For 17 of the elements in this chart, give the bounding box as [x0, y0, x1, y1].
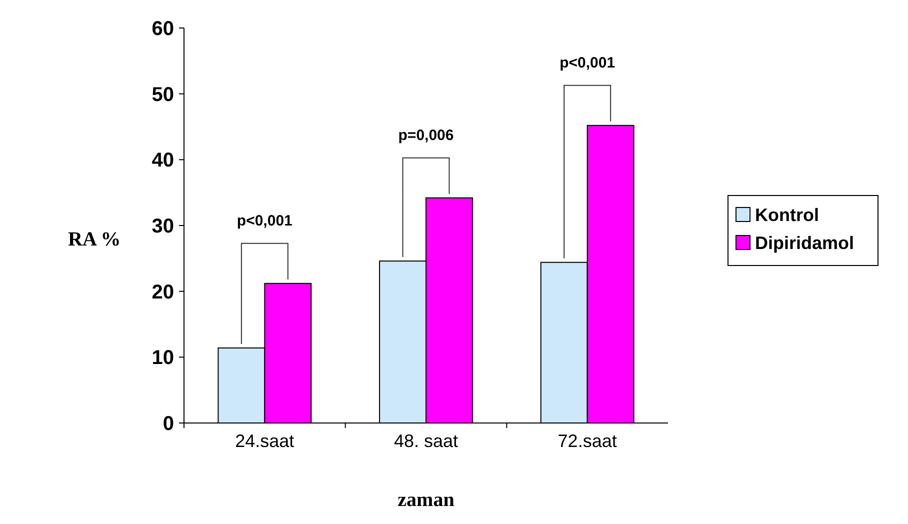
y-tick-label: 0	[162, 413, 174, 435]
y-tick-label: 20	[152, 281, 174, 304]
annotation: p<0,001	[236, 212, 292, 230]
x-tick-label: 48. saat	[394, 431, 458, 451]
y-tick-label: 30	[152, 216, 174, 238]
y-tick-label: 60	[152, 18, 174, 40]
annotation: p=0,006	[398, 126, 454, 144]
legend-label: Dipiridamol	[755, 232, 854, 253]
legend-label: Kontrol	[755, 204, 819, 225]
y-tick-label: 10	[152, 347, 174, 370]
x-tick-label: 24.saat	[235, 431, 294, 451]
y-tick-label: 50	[152, 84, 174, 106]
annotation: p<0,001	[560, 54, 616, 72]
y-axis-title: RA %	[68, 228, 121, 250]
y-tick-label: 40	[152, 150, 174, 172]
x-axis-title: zaman	[398, 489, 454, 511]
x-tick-label: 72.saat	[558, 431, 617, 451]
